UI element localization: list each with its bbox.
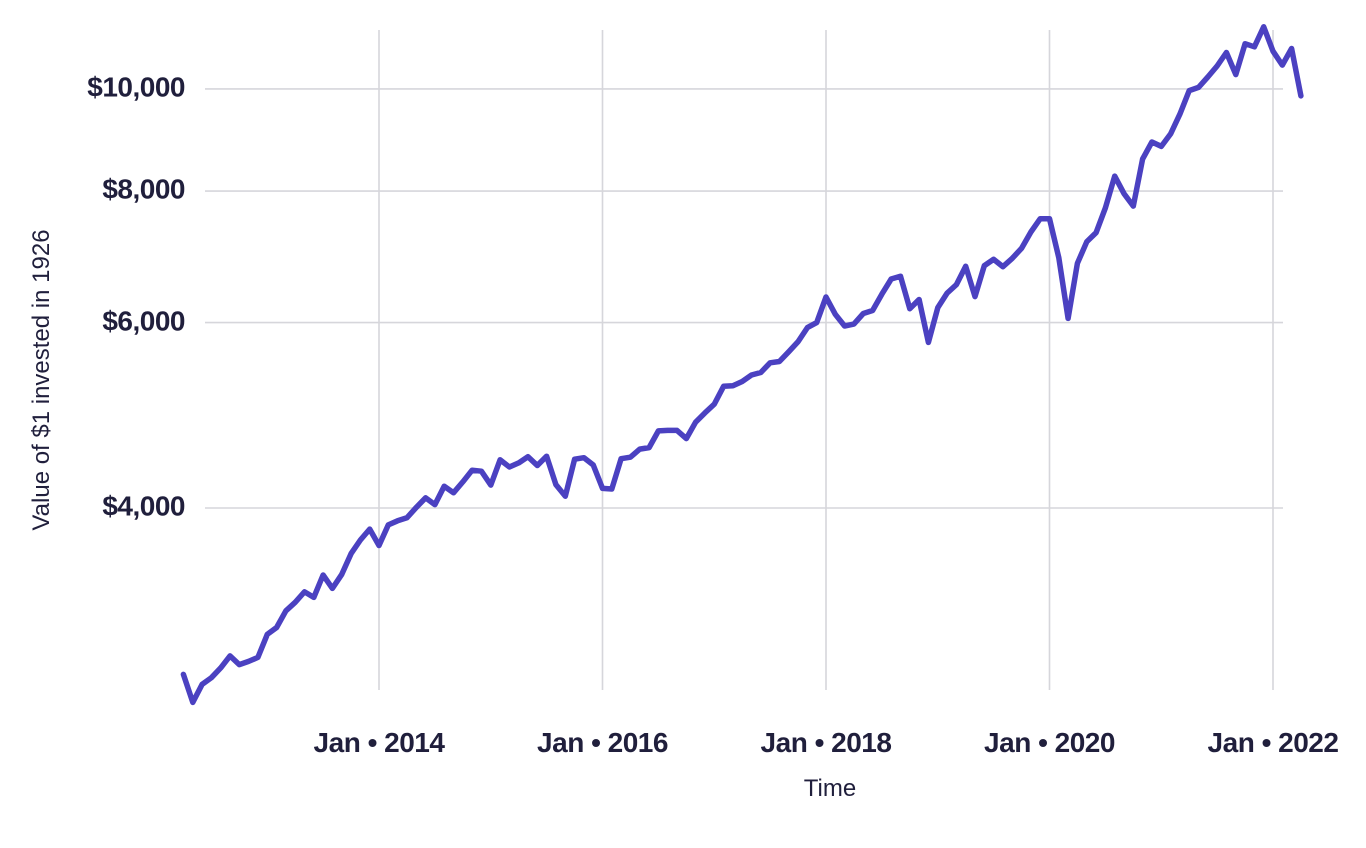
x-tick-label: Jan • 2018 [760, 727, 892, 758]
x-axis-title: Time [803, 775, 857, 802]
vertical-gridlines [378, 30, 1274, 690]
x-tick-label: Jan • 2014 [313, 727, 445, 758]
x-tick-label: Jan • 2020 [984, 727, 1115, 758]
y-tick-label: $6,000 [102, 305, 185, 337]
x-tick-label: Jan • 2022 [1207, 727, 1339, 758]
data-series-line [180, 24, 1304, 706]
x-tick-label: Jan • 2016 [537, 727, 668, 758]
y-axis-title: Value of $1 invested in 1926 [28, 229, 55, 531]
y-tick-label: $8,000 [102, 173, 185, 205]
y-tick-label: $10,000 [87, 71, 185, 103]
y-tick-label: $4,000 [102, 490, 185, 522]
horizontal-gridlines [205, 88, 1283, 509]
